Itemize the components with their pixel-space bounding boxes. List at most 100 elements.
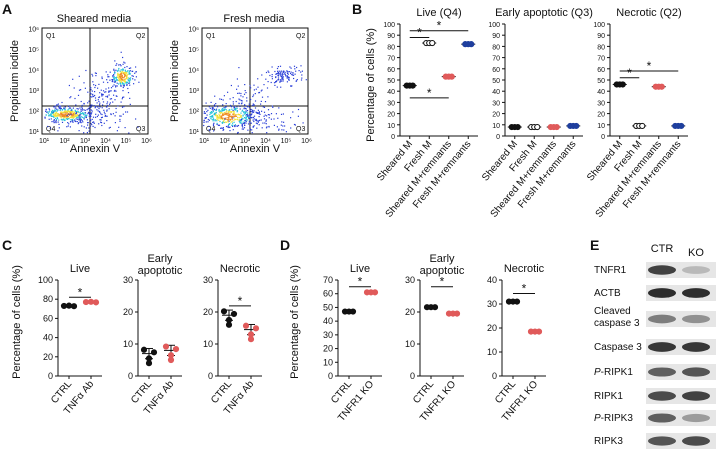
flow-event-dot bbox=[113, 69, 115, 71]
flow-event-dot bbox=[250, 110, 252, 113]
y-tick-label: 0 bbox=[128, 371, 133, 381]
flow-event-dot bbox=[89, 96, 92, 98]
flow-event-dot bbox=[69, 112, 71, 114]
data-point bbox=[87, 298, 95, 305]
flow-event-dot bbox=[221, 117, 223, 119]
flow-y-tick: 10⁶ bbox=[28, 27, 39, 34]
flow-event-dot bbox=[122, 63, 124, 65]
flow-event-dot bbox=[249, 121, 251, 123]
flow-event-dot bbox=[234, 108, 236, 110]
y-tick-label: 0 bbox=[208, 371, 213, 381]
flow-event-dot bbox=[119, 75, 121, 77]
data-point bbox=[82, 298, 90, 306]
flow-event-dot bbox=[70, 111, 72, 113]
flow-event-dot bbox=[124, 79, 126, 82]
flow-event-dot bbox=[263, 118, 266, 120]
flow-event-dot bbox=[236, 111, 238, 113]
flow-event-dot bbox=[249, 129, 252, 131]
flow-y-tick: 10³ bbox=[29, 88, 40, 95]
flow-event-dot bbox=[241, 118, 243, 120]
flow-event-dot bbox=[71, 119, 74, 121]
flow-event-dot bbox=[75, 110, 77, 112]
flow-event-dot bbox=[108, 91, 110, 93]
flow-event-dot bbox=[64, 106, 66, 108]
flow-event-dot bbox=[238, 119, 240, 121]
flow-x-tick: 10⁵ bbox=[121, 138, 132, 145]
flow-event-dot bbox=[225, 106, 227, 108]
flow-title-fresh: Fresh media bbox=[223, 13, 285, 25]
flow-event-dot bbox=[204, 112, 206, 114]
flow-event-dot bbox=[92, 125, 94, 127]
flow-event-dot bbox=[54, 109, 56, 111]
flow-event-dot bbox=[124, 70, 126, 72]
flow-event-dot bbox=[228, 109, 230, 111]
flow-event-dot bbox=[223, 95, 225, 97]
y-tick-label: 30 bbox=[387, 100, 395, 107]
flow-event-dot bbox=[234, 115, 236, 117]
flow-event-dot bbox=[217, 115, 219, 117]
flow-event-dot bbox=[245, 118, 247, 120]
flow-event-dot bbox=[258, 92, 260, 94]
flow-event-dot bbox=[61, 121, 64, 123]
flow-event-dot bbox=[232, 103, 234, 105]
flow-event-dot bbox=[69, 111, 71, 113]
y-tick-label: 30 bbox=[487, 299, 497, 309]
flow-event-dot bbox=[126, 76, 128, 78]
flow-event-dot bbox=[222, 129, 224, 131]
flow-event-dot bbox=[83, 113, 85, 115]
flow-event-dot bbox=[226, 110, 228, 112]
flow-event-dot bbox=[61, 113, 63, 115]
flow-event-dot bbox=[57, 113, 60, 115]
flow-x-tick: 10⁵ bbox=[281, 138, 292, 145]
flow-event-dot bbox=[223, 120, 225, 122]
flow-event-dot bbox=[101, 93, 103, 96]
flow-event-dot bbox=[78, 122, 80, 124]
flow-event-dot bbox=[81, 125, 83, 127]
flow-event-dot bbox=[263, 111, 266, 113]
flow-event-dot bbox=[263, 115, 265, 117]
flow-event-dot bbox=[53, 106, 55, 108]
data-point bbox=[70, 303, 78, 310]
flow-event-dot bbox=[224, 107, 226, 109]
flow-xlabel: Annexin V bbox=[70, 143, 121, 155]
y-tick-label: 80 bbox=[43, 294, 53, 304]
flow-event-dot bbox=[234, 118, 236, 120]
flow-event-dot bbox=[127, 87, 129, 90]
flow-event-dot bbox=[231, 124, 233, 126]
flow-event-dot bbox=[277, 66, 279, 68]
flow-event-dot bbox=[239, 116, 242, 118]
flow-event-dot bbox=[56, 115, 58, 117]
flow-event-dot bbox=[71, 113, 73, 115]
flow-event-dot bbox=[73, 119, 75, 121]
y-tick-label: 100 bbox=[38, 275, 53, 285]
y-tick-label: 0 bbox=[48, 371, 53, 381]
flow-event-dot bbox=[59, 109, 61, 111]
flow-event-dot bbox=[225, 121, 227, 123]
flow-event-dot bbox=[284, 73, 286, 75]
flow-event-dot bbox=[126, 78, 128, 80]
data-point bbox=[639, 122, 646, 130]
flow-event-dot bbox=[90, 104, 92, 106]
flow-event-dot bbox=[79, 116, 81, 118]
flow-event-dot bbox=[113, 76, 115, 78]
y-tick-label: 0 bbox=[496, 134, 500, 141]
flow-event-dot bbox=[234, 125, 236, 128]
flow-event-dot bbox=[125, 111, 127, 113]
flow-event-dot bbox=[68, 114, 70, 116]
flow-event-dot bbox=[221, 110, 223, 112]
flow-event-dot bbox=[115, 90, 117, 92]
flow-event-dot bbox=[115, 69, 117, 71]
blot-band bbox=[648, 413, 676, 423]
flow-event-dot bbox=[228, 126, 230, 129]
flow-event-dot bbox=[231, 108, 233, 110]
flow-event-dot bbox=[114, 60, 116, 62]
flow-event-dot bbox=[109, 71, 111, 73]
flow-event-dot bbox=[258, 120, 260, 122]
flow-event-dot bbox=[123, 96, 125, 98]
flow-event-dot bbox=[238, 92, 240, 94]
flow-event-dot bbox=[217, 106, 219, 108]
flow-event-dot bbox=[252, 119, 254, 121]
flow-event-dot bbox=[282, 113, 284, 115]
flow-event-dot bbox=[104, 115, 106, 117]
